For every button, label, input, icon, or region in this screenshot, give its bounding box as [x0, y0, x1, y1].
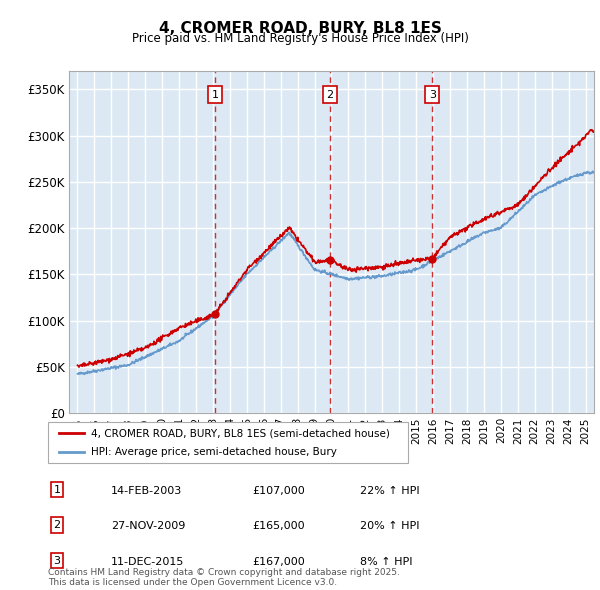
Text: £167,000: £167,000 — [252, 557, 305, 566]
Text: 2: 2 — [53, 520, 61, 530]
Text: 3: 3 — [53, 556, 61, 565]
Text: £165,000: £165,000 — [252, 522, 305, 531]
Text: 20% ↑ HPI: 20% ↑ HPI — [360, 522, 419, 531]
Text: Price paid vs. HM Land Registry's House Price Index (HPI): Price paid vs. HM Land Registry's House … — [131, 32, 469, 45]
FancyBboxPatch shape — [48, 422, 408, 463]
Text: 11-DEC-2015: 11-DEC-2015 — [111, 557, 184, 566]
Text: £107,000: £107,000 — [252, 486, 305, 496]
Text: 4, CROMER ROAD, BURY, BL8 1ES (semi-detached house): 4, CROMER ROAD, BURY, BL8 1ES (semi-deta… — [91, 428, 390, 438]
Text: 14-FEB-2003: 14-FEB-2003 — [111, 486, 182, 496]
Text: HPI: Average price, semi-detached house, Bury: HPI: Average price, semi-detached house,… — [91, 447, 337, 457]
Text: 1: 1 — [211, 90, 218, 100]
Text: 1: 1 — [53, 485, 61, 494]
Text: 3: 3 — [429, 90, 436, 100]
Text: 2: 2 — [326, 90, 334, 100]
Text: 4, CROMER ROAD, BURY, BL8 1ES: 4, CROMER ROAD, BURY, BL8 1ES — [158, 21, 442, 35]
Text: 22% ↑ HPI: 22% ↑ HPI — [360, 486, 419, 496]
Text: 27-NOV-2009: 27-NOV-2009 — [111, 522, 185, 531]
Text: 8% ↑ HPI: 8% ↑ HPI — [360, 557, 413, 566]
Text: Contains HM Land Registry data © Crown copyright and database right 2025.
This d: Contains HM Land Registry data © Crown c… — [48, 568, 400, 587]
